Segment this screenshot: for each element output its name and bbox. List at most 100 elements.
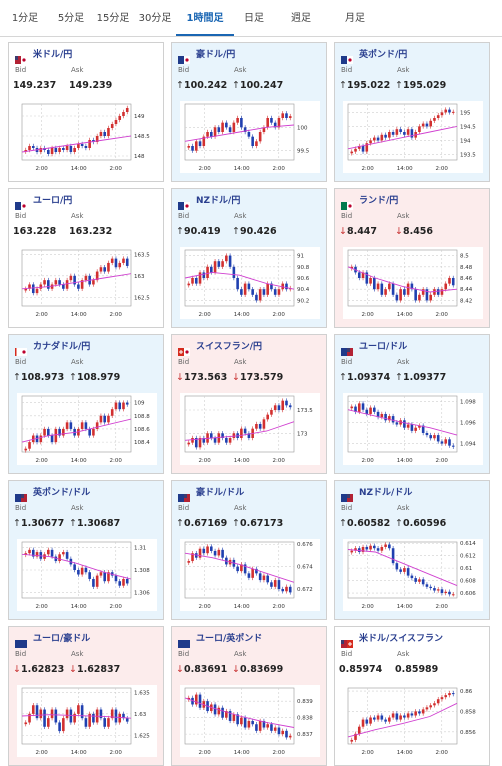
- candle-body: [24, 553, 28, 555]
- candle-body: [350, 550, 354, 553]
- candle-body: [210, 433, 213, 438]
- candle-body: [28, 284, 31, 289]
- moving-average-line: [347, 409, 458, 436]
- x-tick-label: 14:00: [234, 458, 250, 464]
- rate-card[interactable]: カナダドル/円 Bid Ask ↑108.973 ↑108.979 109 108.8 108…: [8, 334, 164, 474]
- x-tick-label: 2:00: [110, 604, 123, 610]
- pair-name[interactable]: カナダドル/円: [33, 342, 91, 352]
- candle-body: [210, 546, 213, 551]
- mini-chart: 1.098 1.096 1.094 2:00 14:00 2:00: [343, 393, 483, 465]
- candle-body: [69, 422, 73, 429]
- ask-label: Ask: [397, 358, 410, 366]
- candle-body: [388, 132, 391, 138]
- ask-value: 0.85989: [395, 664, 439, 675]
- pair-name[interactable]: 英ポンド/円: [359, 50, 408, 60]
- candle-body: [251, 720, 254, 725]
- y-tick-label: 0.676: [297, 542, 313, 548]
- pair-name[interactable]: 豪ドル/円: [196, 50, 236, 60]
- rate-card[interactable]: ユーロ/英ポンド Bid Ask ↓0.83691 ↓0.83699 0.839 0.838…: [171, 626, 327, 766]
- candle-body: [418, 711, 421, 714]
- candle-body: [421, 123, 425, 127]
- candle-body: [388, 283, 391, 290]
- x-tick-label: 2:00: [198, 166, 211, 172]
- pair-name[interactable]: 米ドル/スイスフラン: [359, 634, 444, 644]
- rate-card[interactable]: ユーロ/円 Bid Ask 163.228 163.232 163.5 163 162.5 2:…: [8, 188, 164, 328]
- y-tick-label: 162.5: [134, 295, 150, 301]
- candle-body: [24, 150, 28, 152]
- rate-card[interactable]: 豪ドル/円 Bid Ask ↑100.242 ↑100.247 100 99.5 2:00 14…: [171, 42, 327, 182]
- rate-card[interactable]: NZドル/円 Bid Ask ↑90.419 ↑90.426 91 90.8 90.6 90.4…: [171, 188, 327, 328]
- candle-body: [433, 703, 436, 706]
- candle-body: [217, 127, 221, 132]
- candle-body: [217, 261, 221, 267]
- tab-3[interactable]: 15分足: [96, 13, 130, 24]
- candle-body: [247, 573, 251, 578]
- candle-body: [118, 402, 122, 410]
- plot-frame: [347, 395, 458, 453]
- pair-name[interactable]: スイスフラン/円: [196, 342, 263, 352]
- candle-body: [440, 289, 444, 295]
- y-tick-label: 8.48: [460, 265, 473, 271]
- tab-1[interactable]: 1分足: [11, 13, 39, 24]
- candle-body: [350, 406, 354, 409]
- pair-name[interactable]: ユーロ/ドル: [359, 342, 408, 352]
- candle-body: [225, 122, 228, 128]
- candle-body: [354, 733, 357, 740]
- candle-body: [444, 695, 448, 698]
- x-tick-label: 2:00: [273, 166, 286, 172]
- rate-card[interactable]: ユーロ/ドル Bid Ask ↑1.09374 ↑1.09377 1.098 1.096 1.…: [334, 334, 490, 474]
- candle-body: [39, 284, 43, 289]
- y-tick-label: 0.672: [297, 587, 313, 593]
- candle-body: [232, 122, 236, 132]
- candle-body: [395, 129, 399, 135]
- tab-2[interactable]: 5分足: [57, 13, 85, 24]
- candle-body: [84, 567, 88, 573]
- ask-label: Ask: [71, 504, 84, 512]
- rate-card[interactable]: 英ポンド/ドル Bid Ask ↑1.30677 ↑1.30687 1.31 1.308 1.…: [8, 480, 164, 620]
- bid-value: ↑100.242: [176, 80, 228, 91]
- candle-body: [110, 709, 114, 719]
- pair-name[interactable]: 米ドル/円: [33, 50, 73, 60]
- rate-card[interactable]: 英ポンド/円 Bid Ask ↑195.022 ↑195.029 195 194.5 194 1…: [334, 42, 490, 182]
- y-tick-label: 0.856: [460, 730, 476, 736]
- moving-average-line: [347, 125, 458, 150]
- rate-card[interactable]: ランド/円 Bid Ask ↓8.447 ↓8.456 8.5 8.48 8.46 8.44 8.…: [334, 188, 490, 328]
- pair-name[interactable]: ユーロ/英ポンド: [196, 634, 263, 644]
- candle-body: [440, 589, 444, 594]
- pair-name[interactable]: ランド/円: [359, 196, 399, 206]
- candle-body: [114, 575, 118, 582]
- y-tick-label: 0.86: [460, 689, 473, 695]
- bid-value: ↓8.447: [339, 226, 378, 237]
- rate-card[interactable]: スイスフラン/円 Bid Ask ↓173.563 ↓173.579 173.5 173 2:…: [171, 334, 327, 474]
- currency-flag-icon: [15, 487, 27, 502]
- candle-body: [429, 586, 432, 589]
- plot-frame: [347, 103, 458, 161]
- y-tick-label: 173.5: [297, 408, 313, 414]
- rate-card[interactable]: 米ドル/スイスフラン Bid Ask 0.85974 0.85989 0.86 0.858 0…: [334, 626, 490, 766]
- pair-name[interactable]: NZドル/円: [196, 196, 241, 206]
- rate-card[interactable]: ユーロ/豪ドル Bid Ask ↓1.62823 ↓1.62837 1.635 1.63 1.…: [8, 626, 164, 766]
- rate-card[interactable]: 豪ドル/ドル Bid Ask ↑0.67169 ↑0.67173 0.676 0.674 0.…: [171, 480, 327, 620]
- tab-4[interactable]: 30分足: [138, 13, 172, 24]
- candle-body: [99, 415, 103, 423]
- pair-name[interactable]: 英ポンド/ドル: [33, 488, 91, 498]
- pair-name[interactable]: NZドル/ドル: [359, 488, 413, 498]
- candle-body: [69, 146, 73, 152]
- pair-name[interactable]: ユーロ/円: [33, 196, 73, 206]
- bid-value: ↑0.60582: [339, 518, 391, 529]
- tab-7[interactable]: 週足: [291, 13, 311, 24]
- candle-body: [62, 552, 65, 555]
- bid-value: ↓0.83691: [176, 664, 228, 675]
- currency-flag-icon: [15, 195, 27, 210]
- rate-card[interactable]: 米ドル/円 Bid Ask 149.237 149.239 149 148.5 148 2:00…: [8, 42, 164, 182]
- pair-name[interactable]: ユーロ/豪ドル: [33, 634, 91, 644]
- tab-6[interactable]: 日足: [244, 13, 264, 24]
- ask-value: ↓173.579: [232, 372, 284, 383]
- tab-5[interactable]: 1時間足: [176, 0, 234, 36]
- candle-body: [221, 433, 224, 438]
- candle-body: [281, 589, 285, 592]
- pair-name[interactable]: 豪ドル/ドル: [196, 488, 245, 498]
- rate-card[interactable]: NZドル/ドル Bid Ask ↑0.60582 ↑0.60596 0.614 0.612 0…: [334, 480, 490, 620]
- x-tick-label: 2:00: [35, 458, 48, 464]
- tab-8[interactable]: 月足: [345, 13, 365, 24]
